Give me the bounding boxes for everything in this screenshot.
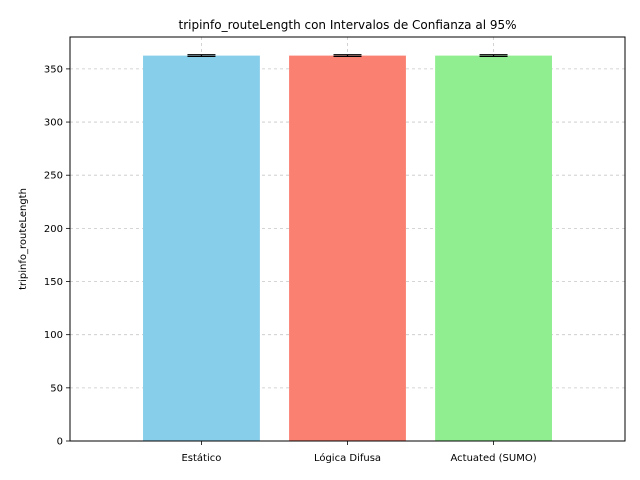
plot-area-frame — [69, 36, 626, 442]
x-tick-label: Actuated (SUMO) — [450, 453, 536, 464]
y-axis-ticks: 0 50 100 150 200 250 300 350 — [44, 64, 70, 448]
y-tick-label: 200 — [44, 224, 63, 235]
y-axis-label: tripinfo_routeLength — [18, 188, 29, 290]
y-tick-label: 300 — [44, 118, 63, 129]
y-tick-label: 0 — [57, 437, 63, 448]
x-axis-ticks: Estático Lógica Difusa Actuated (SUMO) — [181, 441, 537, 464]
error-bars — [187, 54, 508, 58]
y-tick-label: 100 — [44, 330, 63, 341]
y-tick-label: 150 — [44, 277, 63, 288]
y-tick-label: 50 — [50, 383, 63, 394]
x-tick-label: Lógica Difusa — [314, 452, 381, 464]
y-tick-label: 350 — [44, 64, 63, 75]
bar — [143, 55, 260, 442]
chart-title: tripinfo_routeLength con Intervalos de C… — [178, 18, 516, 32]
y-tick-label: 250 — [44, 171, 63, 182]
bar — [435, 55, 552, 442]
bars — [143, 55, 552, 442]
x-tick-label: Estático — [181, 452, 221, 464]
bar — [289, 55, 406, 442]
